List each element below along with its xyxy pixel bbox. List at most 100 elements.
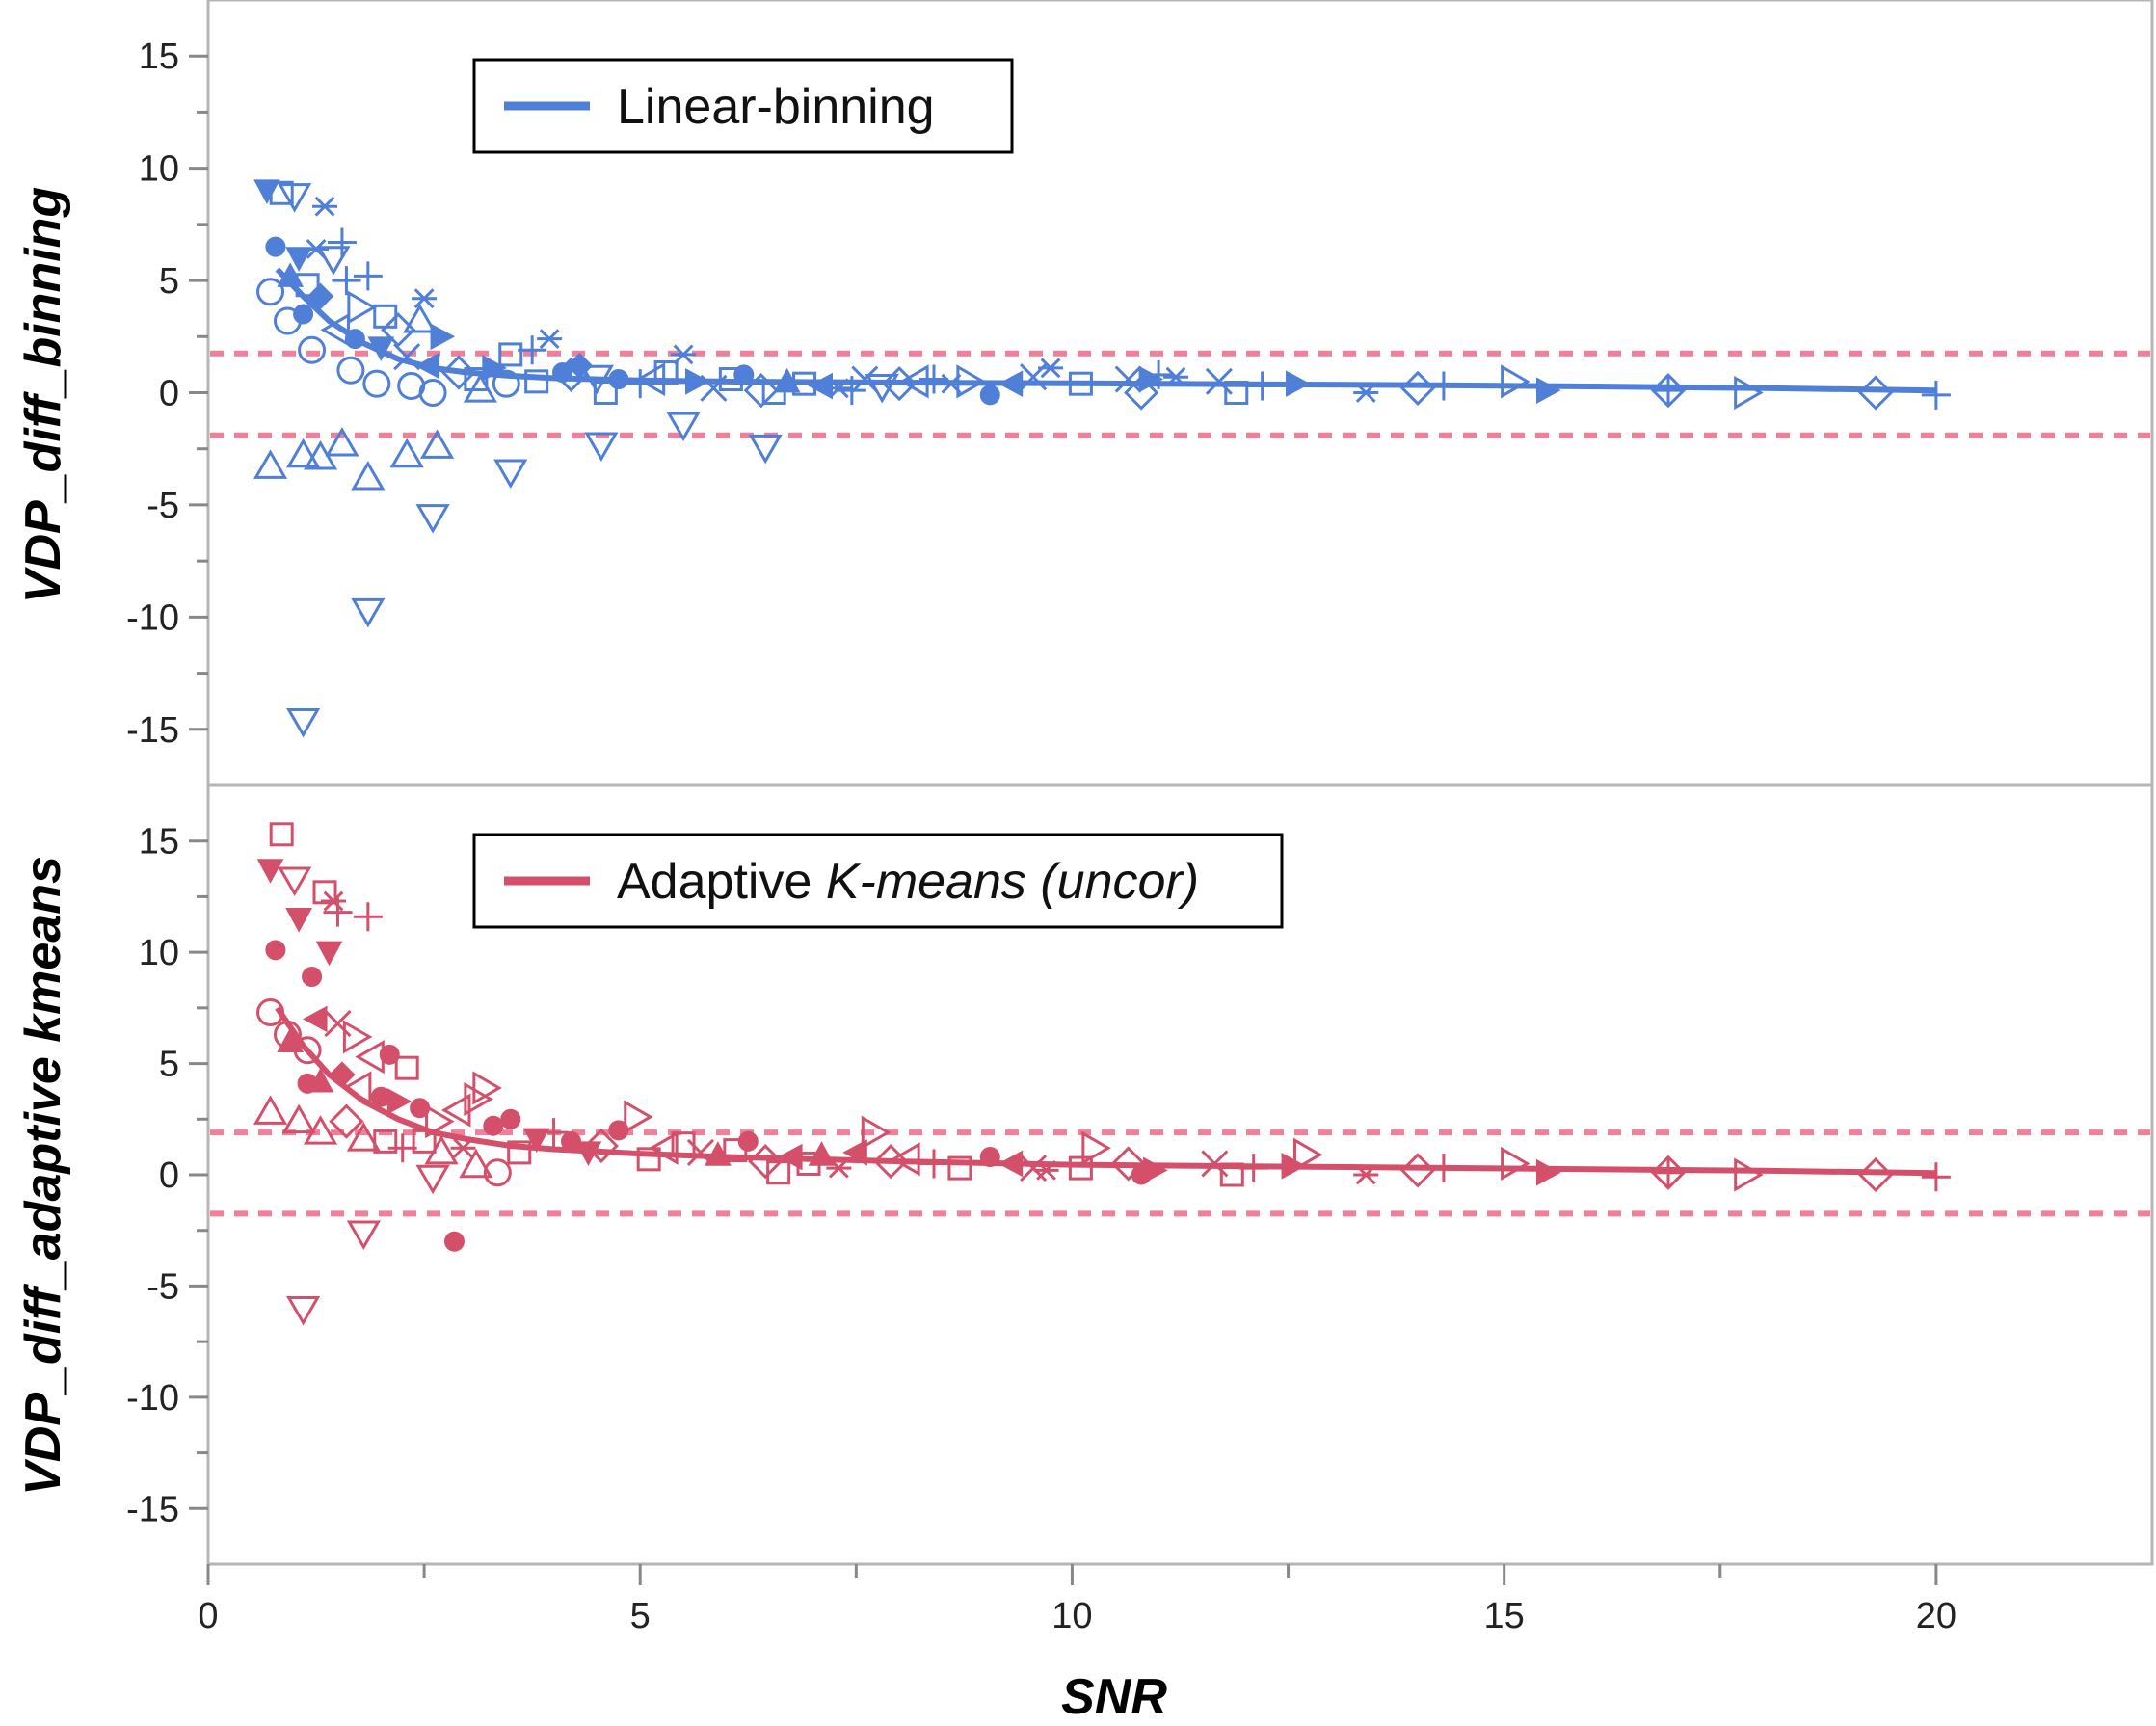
y-axis-top: 15 10 5 0 -5 -10 -15	[126, 37, 208, 751]
data-point-circle	[256, 278, 285, 306]
legend-label-top: Linear-binning	[617, 79, 935, 135]
data-point-diamond	[1110, 1146, 1146, 1182]
data-point-plus	[1921, 380, 1951, 410]
data-point-circle	[256, 997, 285, 1026]
data-point-square	[1219, 1162, 1244, 1187]
y-tick-label: 10	[139, 933, 179, 973]
data-point-tri-up	[459, 1148, 493, 1179]
y-tick-label: -15	[126, 710, 179, 751]
data-point-tri-up	[253, 1095, 288, 1125]
data-point-tri-down	[278, 866, 312, 896]
data-point-star	[1353, 383, 1379, 403]
data-point-circle-filled	[302, 967, 323, 988]
data-point-diamond	[329, 1103, 364, 1139]
data-point-circle	[336, 356, 365, 385]
data-point-tri-down-filled	[256, 859, 284, 884]
x-tick-label: 5	[630, 1596, 651, 1636]
data-point-tri-down	[748, 434, 783, 465]
data-point-plus	[332, 266, 361, 296]
data-point-tri-down	[278, 183, 312, 213]
data-point-square	[653, 360, 679, 385]
data-point-plus	[1428, 371, 1458, 401]
data-point-diamond	[1399, 1153, 1436, 1188]
data-point-diamond	[1858, 1156, 1894, 1193]
data-point-square	[373, 1129, 398, 1154]
data-point-diamond	[553, 357, 589, 392]
data-point-star	[412, 288, 438, 309]
data-point-tri-up-filled	[808, 1141, 836, 1166]
data-point-square	[498, 342, 523, 367]
data-point-tri-down	[579, 364, 614, 395]
data-point-tri-up	[253, 449, 288, 479]
data-point-x	[393, 343, 421, 371]
data-point-plus	[919, 364, 949, 394]
data-point-x	[1114, 365, 1142, 393]
data-point-star	[320, 890, 346, 912]
data-point-circle-filled	[265, 940, 286, 961]
data-point-diamond	[748, 1144, 784, 1180]
y-tick-label: -15	[126, 1489, 179, 1529]
data-point-tri-right	[956, 364, 986, 399]
x-axis-label: SNR	[1061, 1669, 1167, 1725]
data-point-plus	[626, 369, 655, 399]
y-tick-label: -10	[126, 597, 179, 638]
x-tick-label: 20	[1916, 1596, 1956, 1636]
data-point-star	[826, 378, 852, 399]
data-point-tri-left	[899, 364, 929, 399]
data-point-circle	[362, 369, 391, 398]
data-point-square	[269, 180, 294, 205]
data-point-tri-up	[286, 438, 321, 468]
data-point-tri-down	[493, 459, 528, 490]
data-point-plus	[353, 902, 383, 932]
x-tick-label: 15	[1484, 1596, 1525, 1636]
data-point-plus	[1144, 359, 1174, 389]
data-point-tri-left-filled	[998, 1150, 1024, 1178]
data-point-square	[312, 880, 337, 905]
x-axis: 0 5 10 15 20	[198, 1564, 1956, 1636]
data-point-tri-up	[403, 303, 438, 333]
data-point-tri-right-filled	[386, 1087, 413, 1115]
data-point-tri-down	[346, 1220, 381, 1251]
data-point-square	[761, 381, 786, 405]
data-point-diamond	[583, 1128, 620, 1164]
data-points-top	[253, 179, 1951, 738]
data-point-tri-down-filled	[253, 179, 280, 204]
data-point-tri-up	[419, 429, 455, 459]
data-point-circle-filled	[979, 385, 1000, 406]
data-point-plus	[1428, 1154, 1458, 1183]
data-point-tri-down-filled	[367, 336, 395, 361]
data-point-tri-right-filled	[684, 368, 710, 395]
data-point-circle-filled	[561, 1130, 582, 1152]
data-point-tri-right	[472, 1071, 502, 1105]
data-point-diamond-filled	[329, 1061, 356, 1088]
data-point-tri-left	[891, 1142, 920, 1177]
data-point-plus	[327, 227, 357, 257]
data-point-square	[412, 1129, 437, 1154]
data-point-circle-filled	[979, 1147, 1000, 1168]
data-point-circle	[298, 335, 327, 364]
y-axis-bottom: 15 10 5 0 -5 -10 -15	[126, 822, 208, 1529]
data-point-tri-right	[1501, 364, 1530, 399]
data-point-square	[671, 1131, 696, 1156]
y-tick-label: 0	[159, 1155, 179, 1196]
data-point-tri-down	[286, 707, 321, 738]
y-tick-label: 15	[139, 37, 179, 77]
data-point-tri-up	[325, 427, 359, 457]
data-point-tri-up	[351, 460, 386, 491]
data-point-square	[269, 822, 294, 847]
data-point-tri-up	[463, 373, 497, 403]
data-point-tri-left-filled	[998, 370, 1024, 398]
data-point-tri-left	[635, 361, 666, 397]
data-point-tri-right-filled	[1535, 377, 1561, 405]
data-point-diamond-plus	[1650, 373, 1687, 409]
data-point-x	[1201, 1150, 1229, 1178]
data-point-tri-left	[649, 1130, 679, 1165]
data-point-tri-right	[1501, 1146, 1530, 1182]
data-point-circle-filled	[483, 1115, 504, 1136]
data-point-tri-right	[347, 290, 377, 325]
y-tick-label: 5	[159, 261, 179, 302]
data-point-diamond-filled	[306, 282, 334, 310]
data-point-star	[671, 344, 697, 365]
y-tick-label: -5	[146, 486, 179, 526]
data-point-square	[295, 273, 320, 298]
